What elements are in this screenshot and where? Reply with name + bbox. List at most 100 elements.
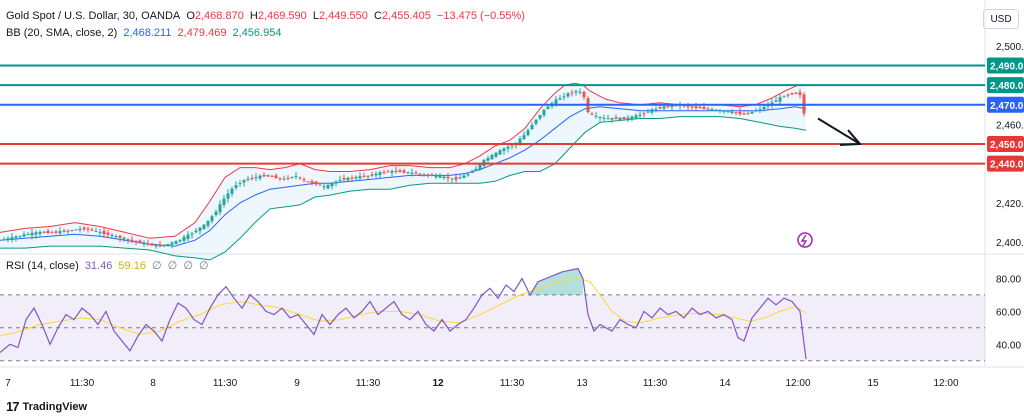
candle-body xyxy=(710,109,714,111)
candle-body xyxy=(566,93,570,97)
time-tick-label: 11:30 xyxy=(500,378,525,389)
candle-body xyxy=(258,175,262,179)
candle-body xyxy=(738,111,742,115)
time-tick-label: 11:30 xyxy=(70,378,95,389)
candle-body xyxy=(290,177,294,179)
candle-body xyxy=(554,99,558,105)
level-label-bg xyxy=(987,136,1024,153)
candle-body xyxy=(578,91,582,93)
candle-body xyxy=(194,230,198,233)
candle-body xyxy=(558,98,562,100)
candle-body xyxy=(654,108,658,110)
low-value: 2,449.550 xyxy=(318,10,368,22)
candle-body xyxy=(10,237,14,240)
candle-body xyxy=(214,211,218,215)
candle-body xyxy=(34,232,38,235)
main-legend: Gold Spot / U.S. Dollar, 30, OANDA O2,46… xyxy=(6,10,528,22)
candle-body xyxy=(638,114,642,116)
candle-body xyxy=(294,175,298,177)
candle-body xyxy=(450,178,454,180)
candle-body xyxy=(658,107,662,109)
candle-body xyxy=(506,146,510,149)
rsi-band xyxy=(0,294,985,361)
candle-body xyxy=(90,229,94,231)
rsi-legend: RSI (14, close) 31.46 59.16 ∅ ∅ ∅ ∅ xyxy=(6,259,212,272)
candle-body xyxy=(598,117,602,118)
candle-body xyxy=(6,238,10,241)
candle-body xyxy=(110,234,114,236)
candle-body xyxy=(538,115,542,119)
currency-button[interactable]: USD xyxy=(983,9,1019,29)
candle-body xyxy=(778,97,782,102)
candle-body xyxy=(726,111,730,113)
candle-body xyxy=(310,181,314,184)
candle-body xyxy=(718,110,722,112)
candle-body xyxy=(322,186,326,188)
rsi-value: 31.46 xyxy=(84,260,113,272)
rsi-ma-line xyxy=(0,277,807,337)
candle-body xyxy=(206,220,210,226)
candle-body xyxy=(458,177,462,179)
high-label: H xyxy=(249,10,258,22)
candle-body xyxy=(390,171,394,173)
level-label-bg xyxy=(987,155,1024,172)
candle-body xyxy=(342,178,346,180)
candle-body xyxy=(486,158,490,161)
candle-body xyxy=(142,243,146,245)
candle-body xyxy=(642,113,646,115)
level-label: 2,440.0 xyxy=(990,160,1024,171)
level-label: 2,480.0 xyxy=(990,81,1024,92)
candle-body xyxy=(722,110,726,112)
low-label: L xyxy=(312,10,319,22)
candle-body xyxy=(138,240,142,244)
rsi-overbought-fill xyxy=(530,268,583,295)
candle-body xyxy=(490,155,494,160)
candle-body xyxy=(318,184,322,186)
candle-body xyxy=(410,172,414,174)
candle-body xyxy=(690,106,694,108)
candle-body xyxy=(590,113,594,115)
candle-body xyxy=(58,231,62,234)
rsi-extra: ∅ xyxy=(183,260,193,272)
candle-body xyxy=(146,243,150,245)
level-label-bg xyxy=(987,57,1024,74)
candle-body xyxy=(414,172,418,174)
time-tick-label: 13 xyxy=(576,378,588,389)
candle-body xyxy=(254,177,258,179)
time-tick-label: 7 xyxy=(5,378,11,389)
candle-body xyxy=(634,115,638,119)
candle-body xyxy=(522,135,526,140)
candle-body xyxy=(742,113,746,115)
bb-lower-line xyxy=(0,116,807,261)
candle-body xyxy=(114,236,118,238)
candle-body xyxy=(582,92,586,98)
bb-basis-value: 2,468.211 xyxy=(123,27,172,39)
candle-body xyxy=(98,232,102,233)
rsi-label: RSI (14, close) xyxy=(6,260,79,272)
candle-body xyxy=(758,109,762,111)
candle-body xyxy=(646,111,650,113)
candle-body xyxy=(50,232,54,234)
price-tick-label: 2,500.0 xyxy=(996,42,1024,53)
candle-body xyxy=(574,91,578,93)
candle-body xyxy=(94,230,98,232)
candle-body xyxy=(166,244,170,246)
candle-body xyxy=(358,176,362,179)
candle-body xyxy=(122,237,126,240)
open-value: 2,468.870 xyxy=(194,10,244,22)
price-tick-label: 2,420.0 xyxy=(996,199,1024,210)
candle-body xyxy=(234,185,238,188)
candle-body xyxy=(422,174,426,176)
level-label: 2,450.0 xyxy=(990,140,1024,151)
candle-body xyxy=(622,117,626,120)
candle-body xyxy=(38,231,42,234)
candle-body xyxy=(670,105,674,107)
candle-body xyxy=(518,138,522,144)
candle-body xyxy=(226,193,230,199)
candle-body xyxy=(118,235,122,238)
candle-body xyxy=(158,244,162,247)
candle-body xyxy=(298,177,302,179)
candle-body xyxy=(162,245,166,247)
candle-body xyxy=(774,100,778,102)
